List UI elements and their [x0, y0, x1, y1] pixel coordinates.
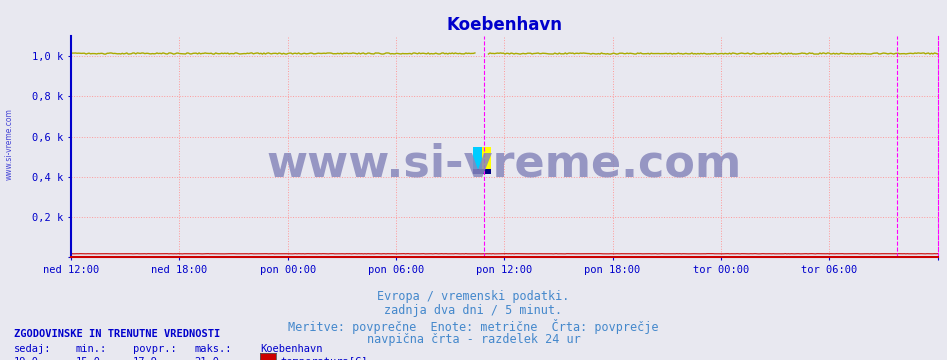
- Text: www.si-vreme.com: www.si-vreme.com: [267, 143, 742, 186]
- Text: 17,9: 17,9: [133, 357, 157, 360]
- Text: ZGODOVINSKE IN TRENUTNE VREDNOSTI: ZGODOVINSKE IN TRENUTNE VREDNOSTI: [14, 329, 221, 339]
- Text: temperatura[C]: temperatura[C]: [280, 357, 367, 360]
- Text: zadnja dva dni / 5 minut.: zadnja dva dni / 5 minut.: [384, 304, 563, 317]
- Text: sedaj:: sedaj:: [14, 344, 52, 354]
- Text: maks.:: maks.:: [194, 344, 232, 354]
- Text: 19,0: 19,0: [14, 357, 39, 360]
- Text: 15,0: 15,0: [76, 357, 100, 360]
- Title: Koebenhavn: Koebenhavn: [446, 17, 563, 35]
- Text: navpična črta - razdelek 24 ur: navpična črta - razdelek 24 ur: [366, 333, 581, 346]
- Text: povpr.:: povpr.:: [133, 344, 176, 354]
- Text: www.si-vreme.com: www.si-vreme.com: [5, 108, 14, 180]
- Text: Meritve: povprečne  Enote: metrične  Črta: povprečje: Meritve: povprečne Enote: metrične Črta:…: [288, 319, 659, 334]
- Text: 21,0: 21,0: [194, 357, 219, 360]
- Text: min.:: min.:: [76, 344, 107, 354]
- Text: Koebenhavn: Koebenhavn: [260, 344, 323, 354]
- Text: Evropa / vremenski podatki.: Evropa / vremenski podatki.: [377, 290, 570, 303]
